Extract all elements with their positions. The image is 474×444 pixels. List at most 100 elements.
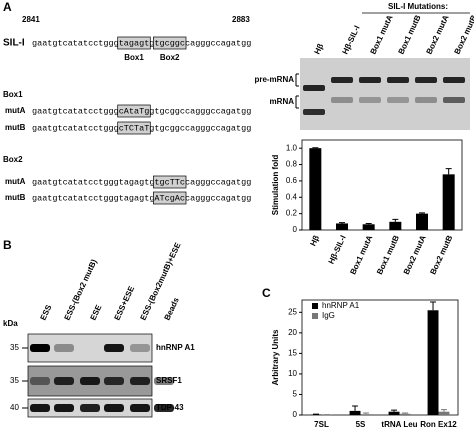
panel-label: A — [3, 0, 12, 14]
mutant-group: Box2 — [3, 155, 23, 164]
gel-band — [415, 97, 437, 103]
sequence-name: SIL-I — [3, 38, 25, 49]
error-bar — [445, 168, 452, 175]
error-bar — [440, 409, 447, 412]
blot-label: hnRNP A1 — [156, 343, 195, 352]
sequence-box — [117, 36, 151, 50]
legend-swatch — [312, 303, 318, 309]
legend-swatch — [312, 313, 318, 319]
sequence-segment: g — [149, 38, 154, 48]
plot-frame — [301, 299, 459, 416]
bar — [416, 213, 428, 230]
y-tick-label: 0.8 — [286, 160, 298, 169]
bar — [427, 310, 439, 415]
y-tick-label: 0.6 — [286, 176, 298, 185]
bar — [399, 413, 411, 415]
y-tick-label: 0.4 — [286, 192, 298, 201]
y-tick-label: 10 — [288, 369, 297, 378]
blot-band — [130, 377, 150, 385]
position-end: 2883 — [232, 15, 250, 24]
sequence-segment: cagggccagatgg — [185, 38, 251, 48]
blot-band — [154, 404, 174, 412]
bar — [349, 410, 361, 415]
blot-band — [104, 344, 124, 352]
blot-band — [30, 344, 50, 352]
x-tick-label: Box2 mutA — [402, 234, 428, 276]
blot-band — [104, 404, 124, 412]
sequence-box — [117, 104, 151, 118]
sequence-segment: tgcTTc — [154, 177, 185, 187]
legend-label: hnRNP A1 — [322, 301, 360, 310]
error-bar — [362, 412, 369, 415]
sequence-segment: cTCTaT — [119, 123, 150, 133]
sequence-segment: gaatgtcatatcctgggtagagtg — [32, 177, 154, 187]
lane-label: Box2 mutB — [453, 13, 474, 55]
unit-label: kDa — [3, 319, 18, 328]
sequence-box — [153, 175, 187, 189]
y-tick-label: 0 — [293, 225, 298, 234]
error-bar — [391, 409, 398, 412]
error-bar — [365, 222, 372, 225]
sequence-segment: gaatgtcatatcctggg — [32, 106, 119, 116]
legend-label: IgG — [322, 311, 335, 320]
y-tick-label: 0 — [293, 410, 298, 419]
lane-label: Hβ — [313, 42, 326, 56]
mutant-group: Box1 — [3, 90, 23, 99]
x-tick-label: 7SL — [314, 420, 329, 429]
sequence-segment: gtgcggccagggccagatgg — [149, 106, 251, 116]
error-bar — [401, 412, 408, 414]
error-bar — [430, 301, 437, 311]
sequence-segment: tgcggc — [154, 38, 185, 48]
sequence-segment: gaatgtcatatcctgggtagagtg — [32, 193, 154, 203]
lane-label: Hβ-SIL-I — [341, 24, 362, 56]
blot-band — [80, 404, 100, 412]
box-label: Box2 — [160, 53, 180, 62]
gel-band — [303, 109, 325, 115]
panel-label: B — [3, 238, 12, 252]
y-tick-label: 1.0 — [286, 143, 298, 152]
error-bar — [419, 212, 425, 214]
gel-band — [387, 77, 409, 83]
blot-band — [104, 377, 124, 385]
sequence-box — [153, 36, 187, 50]
gel-band — [331, 77, 353, 83]
gel-band — [359, 97, 381, 103]
lane-label: Beads — [163, 296, 182, 322]
marker-label: 35 — [10, 376, 19, 385]
bar — [388, 411, 400, 415]
gel-band — [443, 77, 465, 83]
sequence-segment: cagggccagatgg — [185, 193, 251, 203]
error-bar — [392, 218, 399, 222]
sequence-segment: gaatgtcatatcctggg — [32, 38, 119, 48]
position-start: 2841 — [22, 15, 40, 24]
gel-header: SIL-I Mutations: — [388, 2, 448, 11]
band-label: mRNA — [270, 97, 295, 106]
lane-label: ESE — [89, 303, 104, 322]
sequence-segment: gaatgtcatatcctggg — [32, 123, 119, 133]
gel-band — [359, 77, 381, 83]
blot-band — [54, 404, 74, 412]
sequence-segment: cAtaTg — [119, 106, 150, 116]
mutant-name: mutA — [5, 106, 26, 115]
marker-label: 40 — [10, 403, 19, 412]
lane-label: Box2 mutA — [425, 13, 451, 55]
y-axis-title: Stimulation fold — [271, 155, 280, 216]
x-tick-label: Hβ — [308, 234, 321, 248]
blot-band — [30, 404, 50, 412]
gel-band — [415, 77, 437, 83]
lane-label: Box1 mutB — [397, 13, 423, 55]
blot-band — [130, 404, 150, 412]
blot-band — [80, 377, 100, 385]
bar — [360, 414, 372, 415]
blot-band — [154, 377, 174, 385]
x-tick-label: Ron Ex12 — [420, 420, 457, 429]
bar — [442, 174, 455, 230]
y-tick-label: 20 — [288, 328, 297, 337]
blot-band — [30, 377, 50, 385]
gel-band — [331, 97, 353, 103]
gel-band — [303, 85, 325, 91]
blot-label: SRSF1 — [156, 376, 182, 385]
gel-band — [443, 97, 465, 103]
mutant-name: mutB — [5, 193, 26, 202]
